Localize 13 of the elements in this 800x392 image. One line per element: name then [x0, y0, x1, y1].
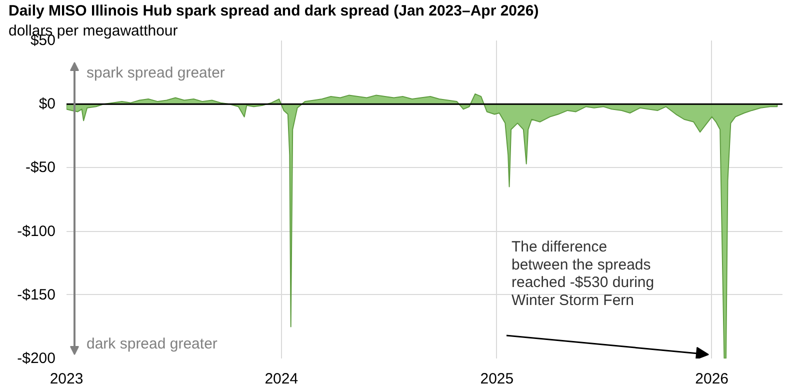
x-tick-label: 2023 [50, 370, 84, 388]
x-tick-label: 2025 [480, 370, 514, 388]
y-tick-label: $0 [38, 96, 56, 113]
y-tick-label: -$50 [25, 159, 56, 176]
annotation: The difference between the spreads reached -$530 during Winter Storm Fern [512, 238, 654, 310]
y-tick-label: -$150 [17, 286, 56, 304]
y-tick-label: -$100 [17, 222, 56, 240]
chart-title: Daily MISO Illinois Hub spark spread and dark spread (Jan 2023–Apr 2026) [8, 2, 539, 20]
y-tick-label: -$200 [17, 350, 56, 367]
x-tick-label: 2026 [695, 370, 729, 388]
annotation: spark spread greater [86, 64, 225, 82]
annotation: dark spread greater [86, 336, 218, 352]
x-tick-label: 2024 [264, 370, 298, 388]
